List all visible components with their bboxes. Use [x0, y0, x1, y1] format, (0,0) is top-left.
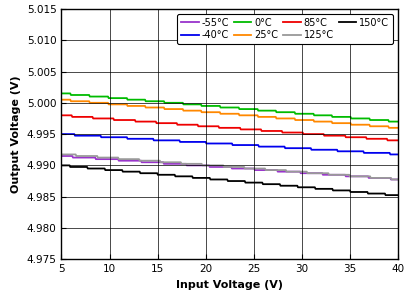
-40°C: [258, 145, 263, 148]
0°C: [218, 106, 223, 109]
Line: 85°C: 85°C: [61, 115, 397, 140]
Line: 25°C: 25°C: [61, 100, 397, 128]
Line: 125°C: 125°C: [61, 154, 397, 179]
X-axis label: Input Voltage (V): Input Voltage (V): [176, 280, 282, 290]
125°C: [388, 178, 393, 181]
150°C: [394, 193, 399, 197]
85°C: [59, 114, 64, 117]
25°C: [334, 121, 339, 125]
125°C: [240, 165, 245, 169]
0°C: [386, 120, 391, 123]
125°C: [258, 167, 263, 170]
25°C: [258, 115, 263, 119]
0°C: [387, 120, 392, 123]
85°C: [384, 139, 389, 142]
25°C: [394, 126, 399, 130]
0°C: [334, 115, 339, 119]
-40°C: [387, 153, 392, 156]
25°C: [240, 114, 245, 117]
25°C: [387, 126, 392, 130]
-55°C: [394, 178, 399, 181]
25°C: [386, 126, 391, 130]
Line: -55°C: -55°C: [61, 156, 397, 179]
150°C: [387, 193, 392, 197]
25°C: [218, 112, 223, 116]
85°C: [334, 134, 339, 137]
-55°C: [388, 178, 393, 181]
-55°C: [258, 168, 263, 172]
85°C: [394, 139, 399, 142]
-40°C: [394, 153, 399, 156]
125°C: [218, 164, 223, 167]
0°C: [240, 107, 245, 111]
-40°C: [386, 151, 391, 155]
150°C: [220, 178, 225, 181]
Line: 150°C: 150°C: [61, 165, 397, 195]
125°C: [220, 164, 225, 167]
-55°C: [334, 173, 339, 176]
-40°C: [240, 143, 245, 147]
125°C: [334, 173, 339, 176]
0°C: [394, 120, 399, 123]
125°C: [386, 176, 391, 180]
0°C: [220, 106, 225, 109]
85°C: [240, 128, 245, 131]
-40°C: [334, 148, 339, 151]
85°C: [220, 126, 225, 130]
25°C: [59, 98, 64, 101]
-40°C: [220, 142, 225, 145]
125°C: [59, 153, 64, 156]
Y-axis label: Output Voltage (V): Output Voltage (V): [11, 75, 21, 193]
85°C: [387, 139, 392, 142]
Line: 0°C: 0°C: [61, 93, 397, 122]
0°C: [59, 91, 64, 95]
-55°C: [386, 176, 391, 180]
25°C: [220, 112, 225, 116]
150°C: [218, 178, 223, 181]
150°C: [382, 193, 387, 197]
-55°C: [220, 165, 225, 169]
0°C: [258, 109, 263, 112]
85°C: [218, 126, 223, 130]
Line: -40°C: -40°C: [61, 134, 397, 154]
125°C: [394, 178, 399, 181]
150°C: [240, 179, 245, 183]
-40°C: [59, 132, 64, 136]
150°C: [334, 189, 339, 192]
-40°C: [218, 142, 223, 145]
-55°C: [218, 165, 223, 169]
-55°C: [59, 154, 64, 158]
-55°C: [240, 167, 245, 170]
150°C: [59, 164, 64, 167]
150°C: [258, 181, 263, 184]
Legend: -55°C, -40°C, 0°C, 25°C, 85°C, 125°C, 150°C: -55°C, -40°C, 0°C, 25°C, 85°C, 125°C, 15…: [177, 14, 392, 44]
85°C: [258, 129, 263, 133]
